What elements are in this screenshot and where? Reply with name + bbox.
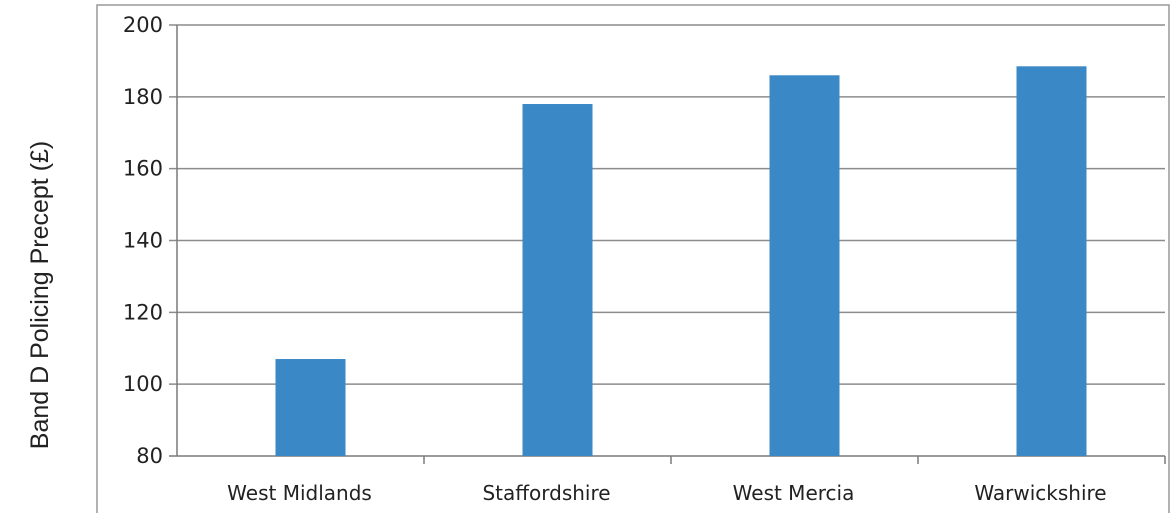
x-tick-label: West Midlands: [227, 481, 372, 505]
y-tick-label: 160: [123, 157, 163, 181]
axes: [176, 25, 1166, 464]
y-tick-label: 200: [123, 13, 163, 37]
y-tick-label: 80: [136, 444, 163, 468]
x-tick-label: West Mercia: [733, 481, 855, 505]
y-tick-label: 140: [123, 229, 163, 253]
bars: [275, 66, 1087, 457]
bar-warwickshire: [1016, 66, 1087, 456]
y-tick-label: 100: [123, 372, 163, 396]
bar-staffordshire: [522, 104, 593, 457]
bar-west-midlands: [275, 359, 346, 456]
y-axis-title: Band D Policing Precept (£): [26, 141, 54, 449]
y-tick-labels: 80 100 120 140 160 180 200: [123, 13, 163, 468]
chart-frame: [96, 4, 1170, 513]
y-tick-label: 120: [123, 300, 163, 324]
x-tick-label: Warwickshire: [974, 481, 1106, 505]
x-tick-labels: West Midlands Staffordshire West Mercia War…: [227, 481, 1106, 505]
bar-west-mercia: [769, 75, 840, 457]
y-tick-label: 180: [123, 85, 163, 109]
x-tick-label: Staffordshire: [482, 481, 610, 505]
